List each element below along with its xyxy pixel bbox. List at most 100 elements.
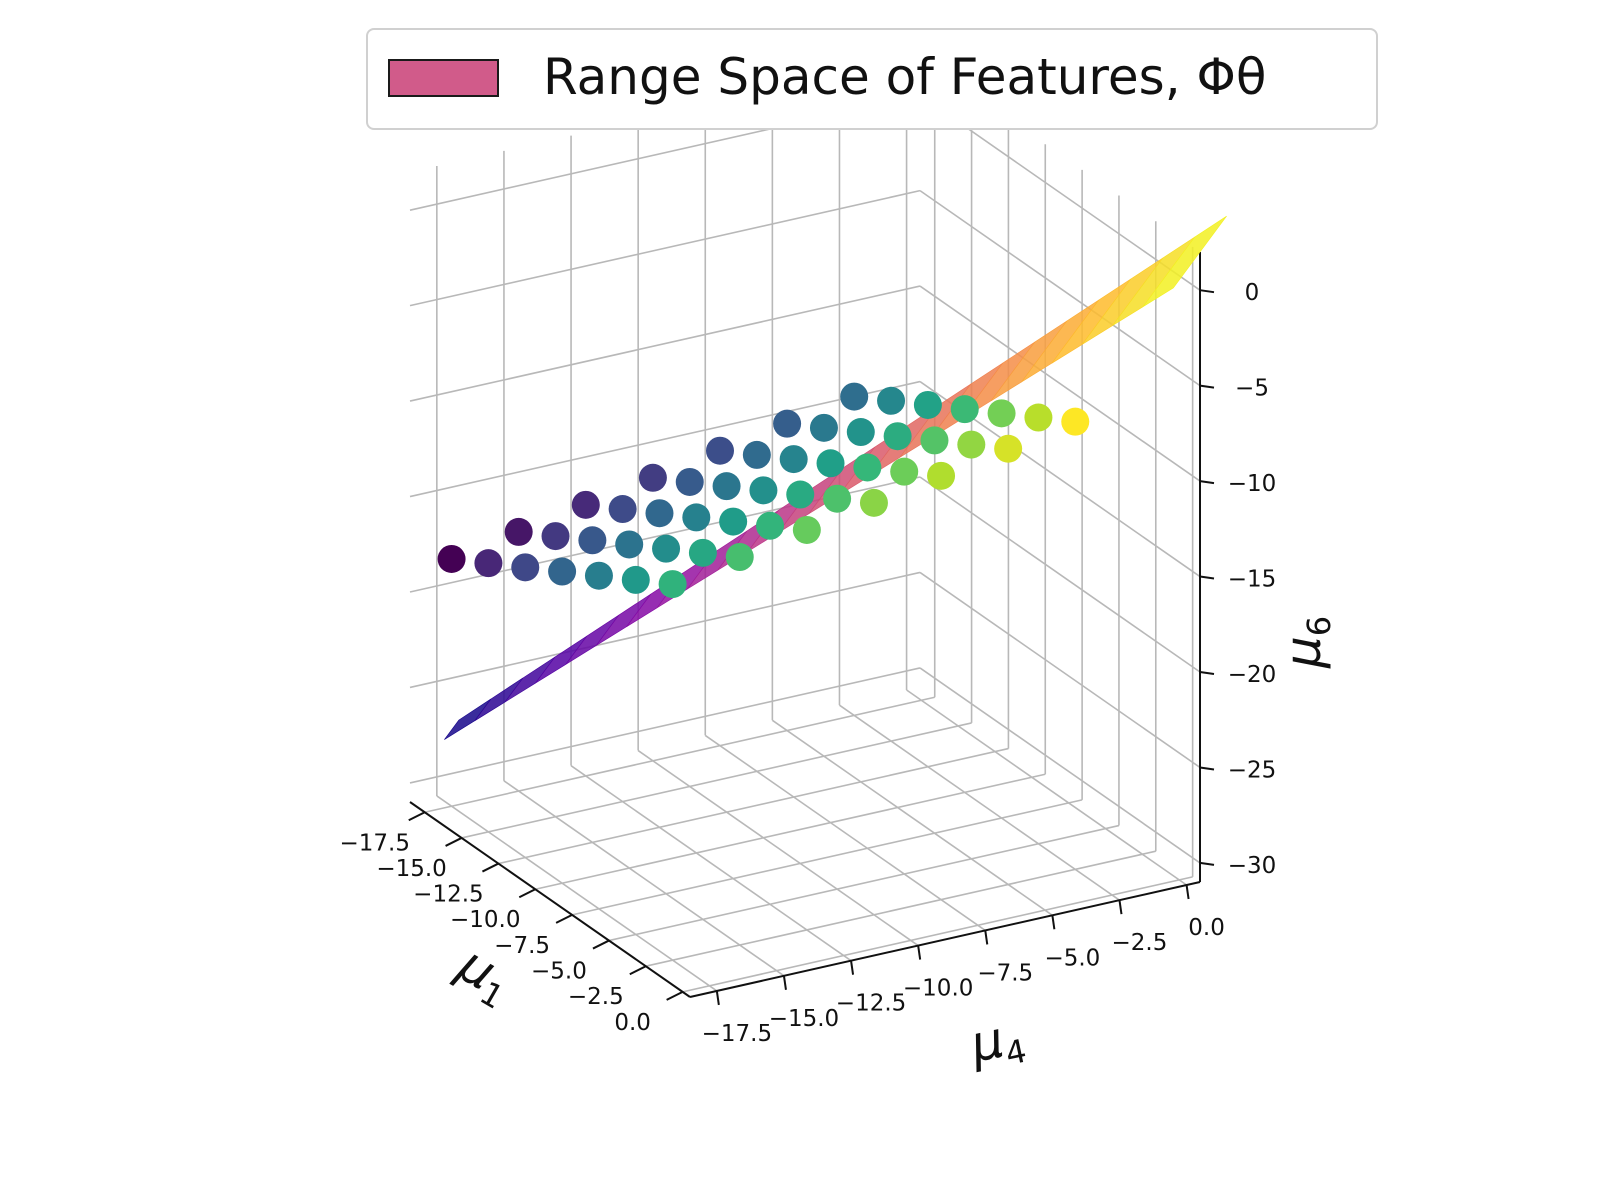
y-tick-mark [850,960,855,975]
grid-line-floor [436,795,718,992]
grid-line-wall [919,667,1201,864]
x-tick-label: −15.0 [376,856,446,882]
scatter-point [652,534,681,563]
y-tick-label: −15.0 [769,1006,839,1032]
x-tick-mark [445,837,463,847]
z-tick-label: −10 [1228,471,1277,497]
grid-line-floor [637,749,919,947]
scatter-point [840,382,869,411]
scatter-point [779,445,808,474]
scatter-point [890,457,919,486]
grid-line-wall [919,476,1201,673]
data-marks [437,215,1227,740]
scatter-point [987,399,1016,428]
z-tick-label: −20 [1228,662,1277,688]
grid-line-wall [409,380,921,498]
y-tick-mark [917,945,922,960]
tick-labels: −17.5−15.0−12.5−10.0−7.5−5.0−2.50.0 −17.5… [339,280,1276,1047]
scatter-point [675,467,704,496]
scatter-point [877,386,906,415]
grid-line-floor [839,704,1120,901]
scatter-point [615,530,644,559]
scatter-point [742,440,771,469]
grid-line-floor [682,876,1193,993]
surface-patch [1112,236,1195,326]
grid-line-wall [409,571,921,689]
legend-swatch-range-space [388,59,499,97]
scatter-point [816,449,845,478]
z-tick-mark [1199,575,1215,580]
grid-line-floor [461,722,972,839]
y-tick-label: −7.5 [977,960,1033,986]
y-tick-label: −10.0 [903,976,973,1002]
y-tick-mark [984,930,989,945]
legend: Range Space of Features, Φθ [366,28,1378,130]
scatter-point [1024,403,1053,432]
x-axis-line [409,801,691,998]
grid-line-floor [498,747,1009,865]
y-tick-label: −12.5 [836,991,906,1017]
y-tick-label: 0.0 [1188,915,1225,941]
grid-line-wall [409,189,921,307]
grid-line-floor [608,824,1120,942]
scatter-point [578,526,607,555]
z-tick-label: −15 [1228,567,1277,593]
axes [408,252,1215,1006]
scatter-point [474,549,503,578]
grid-line-floor [503,780,785,977]
scatter-point [957,430,986,459]
scatter-point [823,484,852,513]
surface-patch [595,593,652,646]
scatter-point [1061,407,1090,436]
scatter-point [571,490,600,519]
y-tick-label: −2.5 [1112,930,1168,956]
scatter-point [719,507,748,536]
scatter-point [437,544,466,573]
scatter-point [792,515,821,544]
scatter-point [511,553,540,582]
z-tick-mark [1199,384,1215,389]
scatter-point [548,557,577,586]
scatter-point [913,390,942,419]
x-tick-mark [592,939,610,950]
scatter-point [859,488,888,517]
scatter-point [853,453,882,482]
y-tick-mark [782,975,787,990]
scatter-point [920,426,949,455]
scatter-point [621,565,650,594]
z-tick-label: −30 [1228,853,1277,879]
x-tick-mark [555,914,573,924]
scatter-point [706,436,734,465]
y-tick-mark [1118,900,1123,915]
grid-line-floor [570,765,852,962]
scatter-point [883,422,912,451]
x-tick-mark [666,990,684,1001]
grid-line-wall [919,571,1201,769]
grid-line-floor [771,719,1053,916]
grid-line-wall [409,667,921,784]
z-tick-mark [1199,671,1215,675]
x-tick-label: 0.0 [614,1010,651,1036]
z-tick-mark [1199,766,1215,771]
scatter-point [927,461,956,490]
x-tick-label: −12.5 [413,882,483,908]
z-tick-label: 0 [1245,280,1260,306]
x-tick-label: −5.0 [531,959,587,985]
grid-line-floor [906,689,1188,886]
y-axis-label: μ4 [964,1006,1029,1080]
legend-label-range-space: Range Space of Features, Φθ [543,48,1267,106]
scatter-point [608,495,637,524]
x-tick-mark [518,888,536,899]
y-tick-label: −17.5 [702,1021,772,1047]
scatter-point [950,395,979,424]
y-tick-label: −5.0 [1044,945,1100,971]
y-tick-mark [715,990,720,1006]
scatter-point [846,418,875,447]
surface-patch [474,677,524,722]
surface-patch [565,614,620,665]
grid-line-wall [919,285,1201,482]
grid-line-floor [535,773,1046,891]
scatter-point [541,522,570,551]
x-tick-label: −17.5 [339,830,409,856]
